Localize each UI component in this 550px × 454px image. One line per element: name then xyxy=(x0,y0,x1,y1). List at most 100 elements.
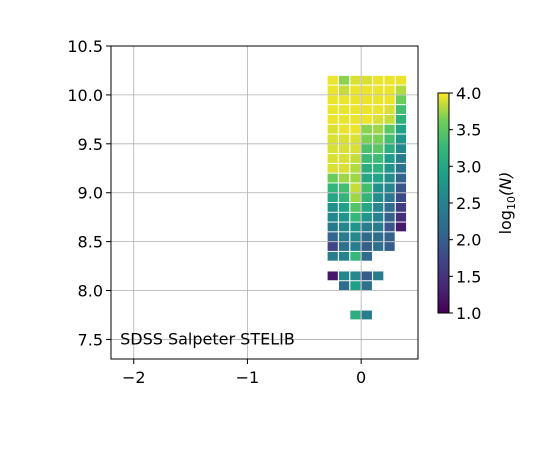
heatmap-cell xyxy=(384,183,395,193)
heatmap-cell xyxy=(350,212,361,222)
heatmap-cell xyxy=(338,85,350,95)
heatmap-cell xyxy=(384,105,395,114)
heatmap-cell xyxy=(373,134,384,144)
heatmap-cell xyxy=(350,193,361,203)
heatmap-cell xyxy=(350,114,361,124)
heatmap-cell xyxy=(395,75,407,85)
heatmap-cell xyxy=(361,154,372,163)
heatmap-cell xyxy=(350,105,361,114)
heatmap-cell xyxy=(395,134,407,144)
heatmap-cell xyxy=(384,242,395,251)
heatmap-cell xyxy=(327,163,338,173)
heatmap-cell xyxy=(395,173,407,183)
heatmap-cell xyxy=(338,212,350,222)
heatmap-cell xyxy=(384,212,395,222)
heatmap-cell xyxy=(327,222,338,232)
heatmap-cell xyxy=(384,232,395,242)
heatmap-cell xyxy=(373,114,384,124)
heatmap-cell xyxy=(384,202,395,212)
heatmap-cell xyxy=(395,222,407,232)
heatmap-cell xyxy=(361,95,372,105)
heatmap-cell xyxy=(338,281,350,291)
heatmap-cell xyxy=(350,271,361,281)
dataset-annotation: SDSS Salpeter STELIB xyxy=(120,329,295,348)
heatmap-cell xyxy=(361,163,372,173)
heatmap-cell xyxy=(373,242,384,251)
heatmap-cell xyxy=(384,173,395,183)
heatmap-cell xyxy=(373,85,384,95)
heatmap-cell xyxy=(361,75,372,85)
heatmap-cell xyxy=(338,222,350,232)
heatmap-cell xyxy=(350,242,361,251)
heatmap-cell xyxy=(338,144,350,154)
heatmap-cell xyxy=(361,281,372,291)
heatmap-cell xyxy=(395,144,407,154)
heatmap-cell xyxy=(327,85,338,95)
heatmap-cell xyxy=(338,251,350,261)
heatmap-cell xyxy=(327,251,338,261)
heatmap-cell xyxy=(361,105,372,114)
heatmap-cell xyxy=(361,232,372,242)
heatmap-cell xyxy=(327,271,338,281)
heatmap-cell xyxy=(395,193,407,203)
heatmap-cell xyxy=(350,163,361,173)
heatmap-cell xyxy=(361,193,372,203)
heatmap-cell xyxy=(327,232,338,242)
heatmap-cell xyxy=(361,183,372,193)
heatmap-cell xyxy=(327,124,338,134)
heatmap-cell xyxy=(338,163,350,173)
colorbar-tick-label: 3.5 xyxy=(456,121,481,140)
heatmap-cell xyxy=(384,114,395,124)
colorbar-tick-label: 2.0 xyxy=(456,231,481,250)
heatmap-cell xyxy=(395,95,407,105)
heatmap-cell xyxy=(350,281,361,291)
heatmap-cell xyxy=(395,114,407,124)
heatmap-cell xyxy=(350,134,361,144)
heatmap-cell xyxy=(395,163,407,173)
colorbar-gradient xyxy=(437,92,450,314)
colorbar-label-subscript: 10 xyxy=(505,196,518,210)
heatmap-cell xyxy=(384,95,395,105)
heatmap-cell xyxy=(338,242,350,251)
colorbar-tick-label: 3.0 xyxy=(456,157,481,176)
heatmap-cell xyxy=(373,173,384,183)
heatmap-cell xyxy=(327,75,338,85)
colorbar: 1.0 1.5 2.0 2.5 3.0 3.5 4.0 log10(N) xyxy=(437,84,518,323)
heatmap-cell xyxy=(338,193,350,203)
heatmap-cell xyxy=(384,75,395,85)
heatmap-cell xyxy=(373,222,384,232)
heatmap-cell xyxy=(373,212,384,222)
heatmap-cell xyxy=(373,124,384,134)
heatmap-cell xyxy=(373,95,384,105)
heatmap-cell xyxy=(373,163,384,173)
heatmap-cell xyxy=(338,173,350,183)
heatmap-cell xyxy=(327,242,338,251)
heatmap-cell xyxy=(338,95,350,105)
heatmap-cell xyxy=(395,105,407,114)
x-tick-label: −2 xyxy=(122,368,146,387)
heatmap-cell xyxy=(361,251,372,261)
heatmap-cell xyxy=(327,144,338,154)
heatmap-cell xyxy=(350,310,361,320)
y-tick-label: 10.0 xyxy=(67,86,103,105)
heatmap-cell xyxy=(327,212,338,222)
heatmap-cell xyxy=(395,212,407,222)
heatmap-cell xyxy=(384,222,395,232)
heatmap-cell xyxy=(361,124,372,134)
heatmap-cell xyxy=(373,183,384,193)
axis-ticks: −2 −1 0 7.5 8.0 8.5 9.0 9.5 10.0 10.5 xyxy=(67,37,366,387)
heatmap-cell xyxy=(338,75,350,85)
heatmap-cell xyxy=(373,193,384,203)
y-tick-label: 8.5 xyxy=(78,233,103,252)
heatmap-cell xyxy=(373,75,384,85)
heatmap-cell xyxy=(327,202,338,212)
heatmap-cell xyxy=(361,114,372,124)
heatmap-cell xyxy=(373,105,384,114)
heatmap-cell xyxy=(338,183,350,193)
heatmap-cell xyxy=(384,193,395,203)
heatmap-cell xyxy=(395,154,407,163)
y-tick-label: 7.5 xyxy=(78,330,103,349)
heatmap-cell xyxy=(327,154,338,163)
heatmap-cell xyxy=(350,75,361,85)
